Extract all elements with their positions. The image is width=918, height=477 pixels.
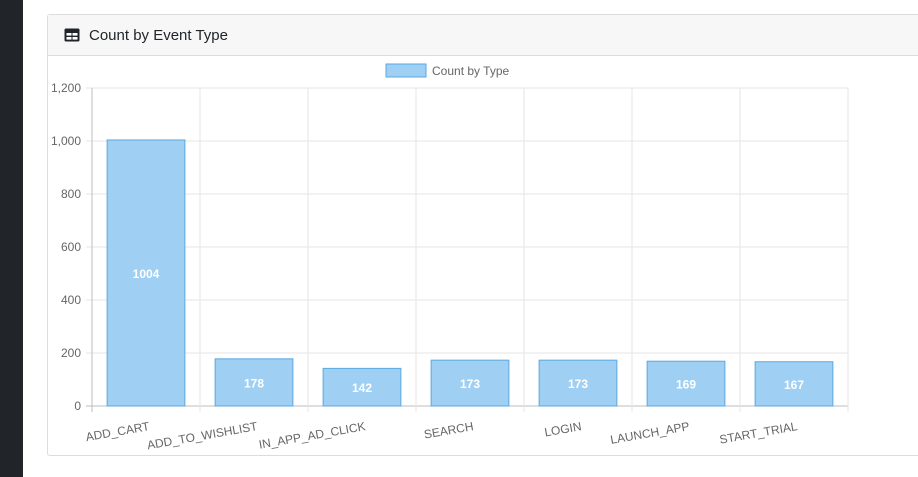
card-header: Count by Event Type [48,15,918,56]
y-tick-label: 0 [74,399,81,413]
x-tick-label: LOGIN [543,419,582,439]
bar [430,359,510,407]
x-tick-label: IN_APP_AD_CLICK [258,419,367,452]
y-tick-label: 400 [61,293,81,307]
x-tick-label: ADD_CART [85,419,152,444]
y-tick-label: 1,000 [51,134,81,148]
bar-data-label: 1004 [133,267,160,281]
legend-label: Count by Type [432,64,509,78]
bar [106,139,186,407]
bar [322,367,402,407]
x-tick-label: ADD_TO_WISHLIST [146,419,259,452]
bar-data-label: 178 [244,376,264,390]
bar-data-label: 142 [352,381,372,395]
x-tick-label: LAUNCH_APP [609,419,690,447]
bar-data-label: 167 [784,378,804,392]
bar-data-label: 173 [460,377,480,391]
y-tick-label: 200 [61,346,81,360]
x-tick-label: START_TRIAL [718,419,798,447]
y-tick-label: 800 [61,187,81,201]
y-tick-label: 1,200 [51,81,81,95]
bar [538,359,618,407]
bar [214,358,294,407]
table-icon [64,28,80,42]
legend-swatch [385,63,427,78]
card-title: Count by Event Type [89,26,228,44]
bar [646,360,726,407]
bar-data-label: 169 [676,378,696,392]
x-tick-label: SEARCH [423,419,475,441]
y-tick-label: 600 [61,240,81,254]
sidebar-strip [0,0,23,477]
bar-data-label: 173 [568,377,588,391]
bar [754,361,834,407]
